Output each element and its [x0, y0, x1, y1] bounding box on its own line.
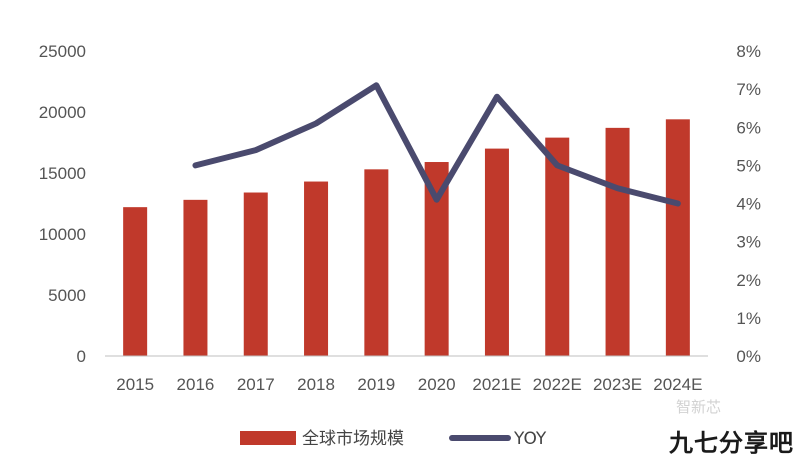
y-left-tick-label: 0 [77, 347, 86, 366]
y-right-tick-label: 1% [736, 309, 761, 328]
bar-2024E [665, 119, 690, 356]
y-right-tick-label: 2% [736, 271, 761, 290]
bars-group [123, 119, 690, 356]
yoy-point-2023E [617, 187, 619, 189]
x-tick-label: 2024E [653, 375, 702, 394]
yoy-point-2021E [496, 96, 498, 98]
x-tick-label: 2023E [593, 375, 642, 394]
bar-2015 [123, 207, 148, 356]
legend-bar-label: 全球市场规模 [302, 429, 404, 449]
y-left-tick-label: 10000 [39, 225, 86, 244]
y-left-tick-label: 15000 [39, 164, 86, 183]
yoy-point-2018 [315, 122, 317, 124]
bar-2023E [605, 127, 630, 356]
legend-bar-swatch [240, 431, 296, 445]
y-right-tick-label: 8% [736, 42, 761, 61]
y-right-tick-label: 7% [736, 80, 761, 99]
y-right-tick-label: 0% [736, 347, 761, 366]
bar-2021E [484, 148, 509, 356]
y-axis-right: 0% 1% 2% 3% 4% 5% 6% 7% 8% [736, 42, 761, 366]
x-tick-label: 2022E [533, 375, 582, 394]
x-tick-label: 2016 [177, 375, 215, 394]
y-right-tick-label: 3% [736, 233, 761, 252]
x-tick-label: 2019 [357, 375, 395, 394]
watermark-logo: 九七分享吧 [669, 429, 794, 457]
yoy-point-2016 [194, 164, 196, 166]
x-axis: 2015 2016 2017 2018 2019 2020 2021E 2022E 2023E 2… [105, 355, 708, 394]
y-right-tick-label: 4% [736, 195, 761, 214]
faint-watermark: 智新芯 [676, 398, 722, 416]
bar-2019 [364, 169, 389, 356]
yoy-line-group [192, 82, 681, 207]
y-axis-left: 0 5000 10000 15000 20000 25000 [39, 42, 86, 366]
y-left-tick-label: 20000 [39, 103, 86, 122]
x-tick-label: 2015 [116, 375, 154, 394]
bar-2017 [243, 192, 268, 356]
x-tick-label: 2018 [297, 375, 335, 394]
yoy-point-2020 [436, 199, 438, 201]
yoy-point-2019 [375, 84, 377, 86]
yoy-point-2024E [677, 203, 679, 204]
y-right-tick-label: 5% [736, 156, 761, 175]
bar-2016 [183, 199, 208, 356]
yoy-point-2022E [556, 164, 558, 166]
yoy-point-2017 [255, 149, 257, 151]
y-left-tick-label: 25000 [39, 42, 86, 61]
bar-2018 [304, 181, 329, 356]
x-tick-label: 2017 [237, 375, 275, 394]
x-tick-label: 2020 [418, 375, 456, 394]
bar-2022E [545, 137, 570, 356]
legend-line-label: YOY [513, 429, 547, 449]
legend: 全球市场规模 YOY [240, 429, 547, 449]
y-right-tick-label: 6% [736, 118, 761, 137]
x-tick-label: 2021E [472, 375, 521, 394]
y-left-tick-label: 5000 [48, 286, 86, 305]
